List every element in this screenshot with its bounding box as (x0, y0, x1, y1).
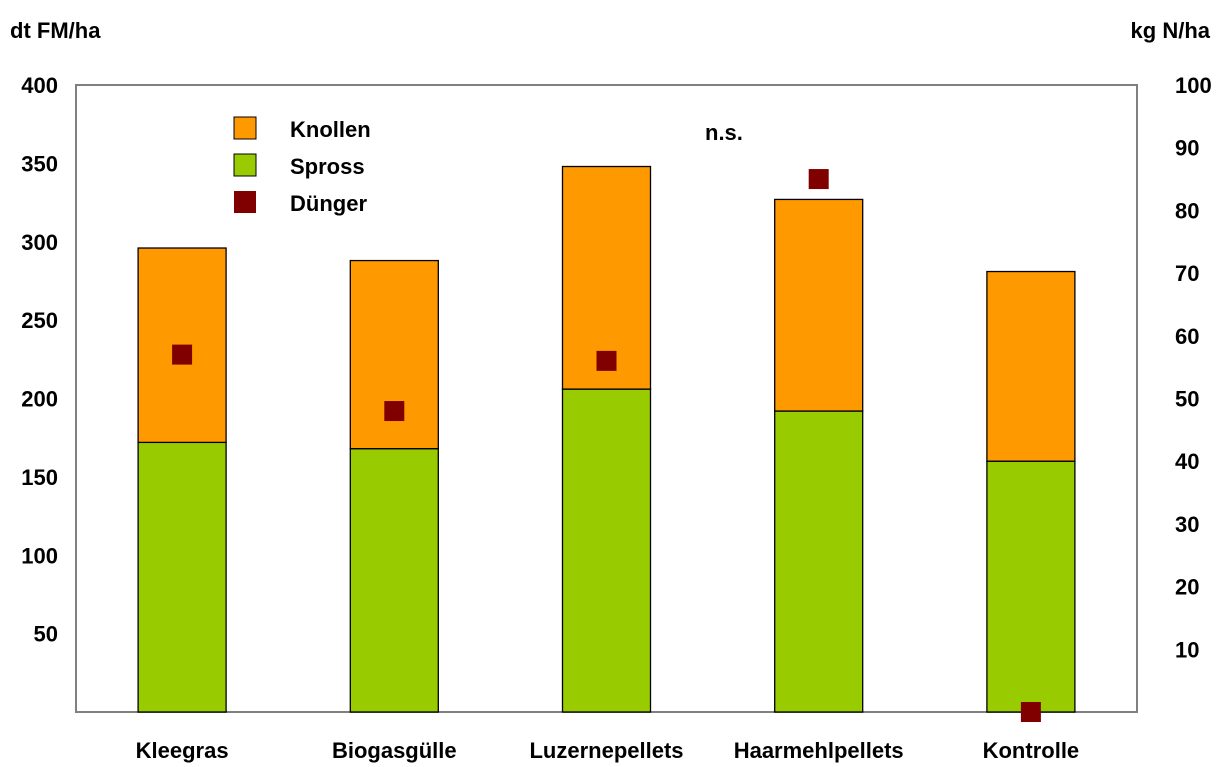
y-tick-label-right: 30 (1175, 512, 1199, 537)
legend: Knollen Spross Dünger (233, 116, 371, 216)
legend-label-knollen: Knollen (290, 117, 371, 142)
y-tick-label-left: 200 (21, 387, 58, 412)
chart-marks: Kleegras Biogasgülle Luzernepellets Haarmeh… (21, 73, 1211, 763)
significance-annotation: n.s. (705, 120, 743, 145)
y-tick-label-right: 70 (1175, 261, 1199, 286)
y-tick-label-right: 50 (1175, 387, 1199, 412)
y-tick-label-right: 60 (1175, 324, 1199, 349)
legend-swatch-spross (233, 153, 257, 177)
marker-dunger-biogasgulle (384, 401, 405, 422)
y-tick-label-left: 100 (21, 543, 58, 568)
x-tick-label: Haarmehlpellets (734, 738, 904, 763)
y-tick-label-right: 90 (1175, 136, 1199, 161)
marker-dunger-haarmehlpellets (808, 169, 829, 190)
bar-spross-haarmehlpellets (774, 410, 864, 713)
x-tick-label: Kleegras (136, 738, 229, 763)
y-tick-label-left: 50 (34, 622, 58, 647)
legend-swatch-dunger (234, 191, 256, 213)
y-tick-label-right: 80 (1175, 198, 1199, 223)
y-tick-label-left: 350 (21, 151, 58, 176)
legend-swatch-knollen (233, 116, 257, 140)
x-tick-label: Kontrolle (983, 738, 1080, 763)
marker-dunger-kontrolle (1020, 702, 1041, 722)
bar-spross-kontrolle (986, 460, 1076, 713)
marker-dunger-kleegras (172, 344, 193, 365)
y-tick-label-right: 100 (1175, 73, 1212, 98)
y-tick-label-right: 10 (1175, 637, 1199, 662)
x-tick-label: Luzernepellets (529, 738, 683, 763)
bar-spross-biogasgulle (349, 448, 439, 713)
y-tick-label-left: 400 (21, 73, 58, 98)
bar-knollen-kontrolle (986, 270, 1076, 462)
bar-knollen-haarmehlpellets (774, 198, 864, 412)
y-tick-label-left: 300 (21, 230, 58, 255)
legend-label-dunger: Dünger (290, 191, 367, 216)
bar-spross-kleegras (137, 441, 227, 713)
legend-label-spross: Spross (290, 154, 365, 179)
y-axis-left-label: dt FM/ha (10, 18, 101, 43)
bar-spross-luzernepellets (561, 388, 652, 713)
x-tick-label: Biogasgülle (332, 738, 457, 763)
y-tick-label-left: 250 (21, 308, 58, 333)
marker-dunger-luzernepellets (596, 350, 617, 371)
y-tick-label-right: 40 (1175, 449, 1199, 474)
y-tick-label-right: 20 (1175, 575, 1199, 600)
y-tick-label-left: 150 (21, 465, 58, 490)
y-axis-right-label: kg N/ha (1131, 18, 1211, 43)
bar-knollen-biogasgulle (349, 259, 439, 450)
